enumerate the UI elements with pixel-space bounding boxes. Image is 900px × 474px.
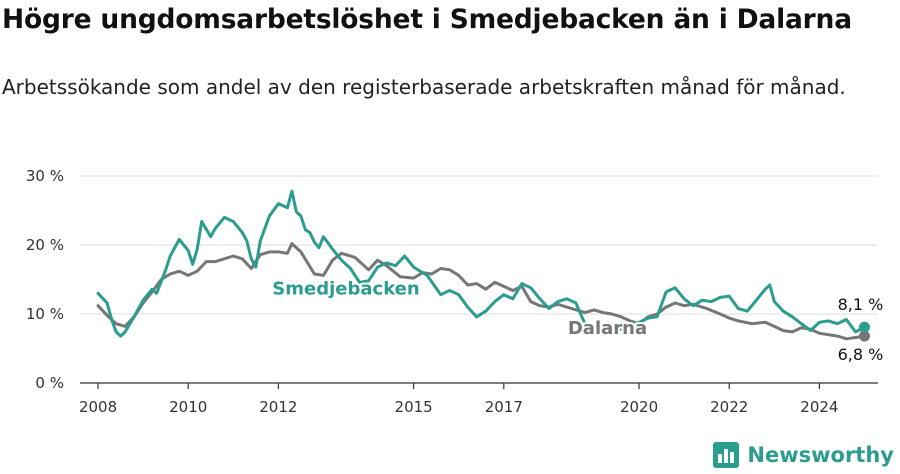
series-lines bbox=[96, 189, 870, 342]
series-line-dalarna bbox=[96, 242, 866, 341]
x-tick-label: 2020 bbox=[620, 398, 658, 416]
end-label-smedjebacken: 8,1 % bbox=[838, 295, 884, 314]
x-tick-label: 2008 bbox=[79, 398, 117, 416]
series-label-dalarna: Dalarna bbox=[568, 318, 647, 339]
x-tick-label: 2022 bbox=[710, 398, 748, 416]
x-tick-label: 2024 bbox=[800, 398, 838, 416]
bar-chart-logo-icon bbox=[713, 442, 740, 468]
series-label-smedjebacken: Smedjebacken bbox=[272, 279, 419, 300]
x-tick-label: 2017 bbox=[485, 398, 523, 416]
end-label-dalarna: 6,8 % bbox=[838, 345, 884, 364]
y-tick-label: 10 % bbox=[26, 305, 64, 323]
x-tick-label: 2010 bbox=[169, 398, 207, 416]
end-point-smedjebacken bbox=[858, 321, 870, 333]
gridlines bbox=[80, 175, 878, 389]
x-tick-label: 2012 bbox=[259, 398, 297, 416]
brand-name: Newsworthy bbox=[747, 443, 894, 467]
chart-title: Högre ungdomsarbetslöshet i Smedjebacken… bbox=[2, 4, 852, 35]
y-tick-label: 30 % bbox=[26, 167, 64, 185]
chart-subtitle: Arbetssökande som andel av den registerb… bbox=[2, 75, 846, 99]
series-line-smedjebacken bbox=[96, 189, 866, 338]
x-tick-label: 2015 bbox=[395, 398, 433, 416]
newsworthy-brand: Newsworthy bbox=[713, 442, 894, 468]
y-tick-label: 0 % bbox=[35, 374, 64, 392]
chart-labels: 0 % 10 % 20 % 30 % 2008 2010 2012 2015 2017 2020 2… bbox=[26, 167, 883, 416]
end-point-dalarna bbox=[858, 330, 870, 342]
y-tick-label: 20 % bbox=[26, 236, 64, 254]
